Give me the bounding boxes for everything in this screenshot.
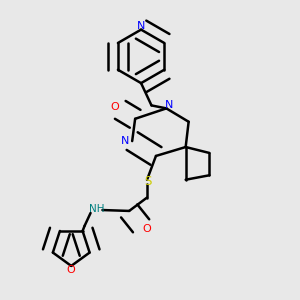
- Text: N: N: [121, 136, 129, 146]
- Text: O: O: [143, 224, 152, 234]
- Text: O: O: [67, 266, 76, 275]
- Text: O: O: [111, 102, 119, 112]
- Text: S: S: [144, 175, 151, 188]
- Text: N: N: [137, 21, 145, 31]
- Text: N: N: [165, 100, 173, 110]
- Text: NH: NH: [89, 204, 104, 214]
